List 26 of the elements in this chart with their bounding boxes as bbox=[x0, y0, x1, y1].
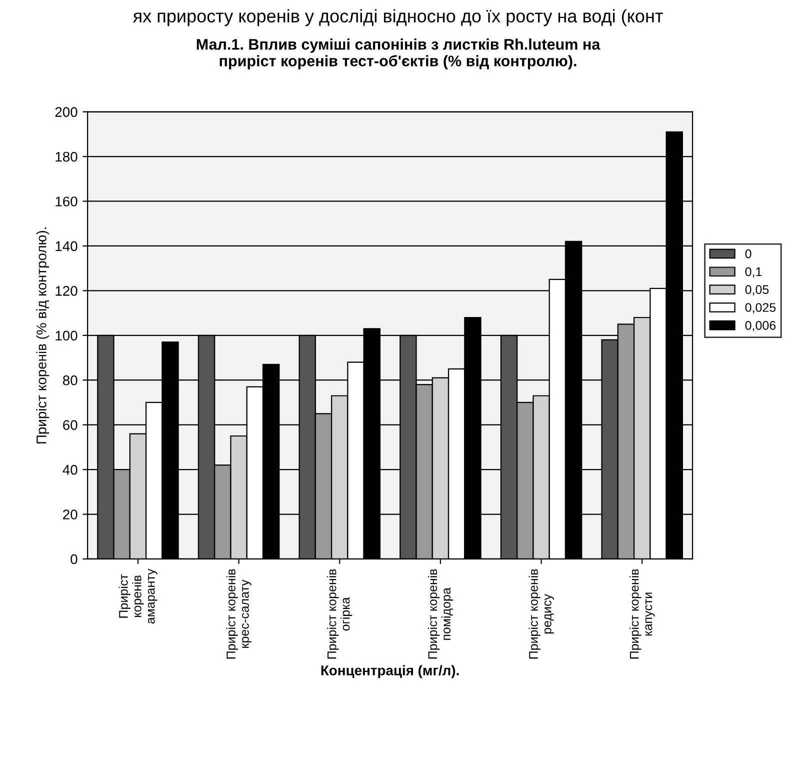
y-tick-label: 200 bbox=[55, 107, 78, 117]
x-tick-label: Приріст коренів капусти bbox=[630, 569, 655, 659]
y-tick-label: 0 bbox=[70, 554, 78, 564]
legend-label: 0 bbox=[745, 249, 752, 258]
x-tick-label: Приріст коренів огірка bbox=[327, 569, 352, 659]
x-tick-label: Приріст коренів редису bbox=[528, 569, 554, 659]
y-tick-label: 80 bbox=[62, 375, 78, 386]
legend-label: 0,05 bbox=[745, 285, 769, 296]
legend-label: 0,006 bbox=[745, 320, 776, 332]
y-axis-title: Приріст коренів (% від контролю). bbox=[36, 228, 50, 444]
y-tick-label: 60 bbox=[63, 420, 78, 430]
y-tick-label: 160 bbox=[56, 196, 78, 206]
chart-title: Мал.1. Вплив суміші сапонінів з листків Rh.luteum на приріст коренів тест-об'єктів (% від контролю). bbox=[196, 38, 600, 70]
x-axis-title: Концентрація (мг/л). bbox=[321, 665, 459, 678]
x-tick-label: Приріст коренів крес-салату bbox=[226, 569, 252, 659]
legend-label: 0,1 bbox=[745, 267, 762, 278]
text: ях приросту коренів у досліді відносно до їх росту на воді (конт bbox=[132, 9, 663, 26]
y-tick-label: 140 bbox=[56, 241, 78, 252]
y-tick-label: 180 bbox=[56, 152, 78, 162]
y-tick-label: 120 bbox=[56, 286, 78, 296]
y-tick-label: 20 bbox=[63, 510, 78, 520]
y-tick-label: 40 bbox=[62, 464, 78, 475]
y-tick-label: 100 bbox=[56, 330, 78, 341]
x-tick-label: Приріст коренів помідора bbox=[428, 569, 454, 659]
legend-label: 0,025 bbox=[745, 303, 776, 314]
x-tick-label: Приріст коренів амаранту bbox=[118, 568, 158, 624]
